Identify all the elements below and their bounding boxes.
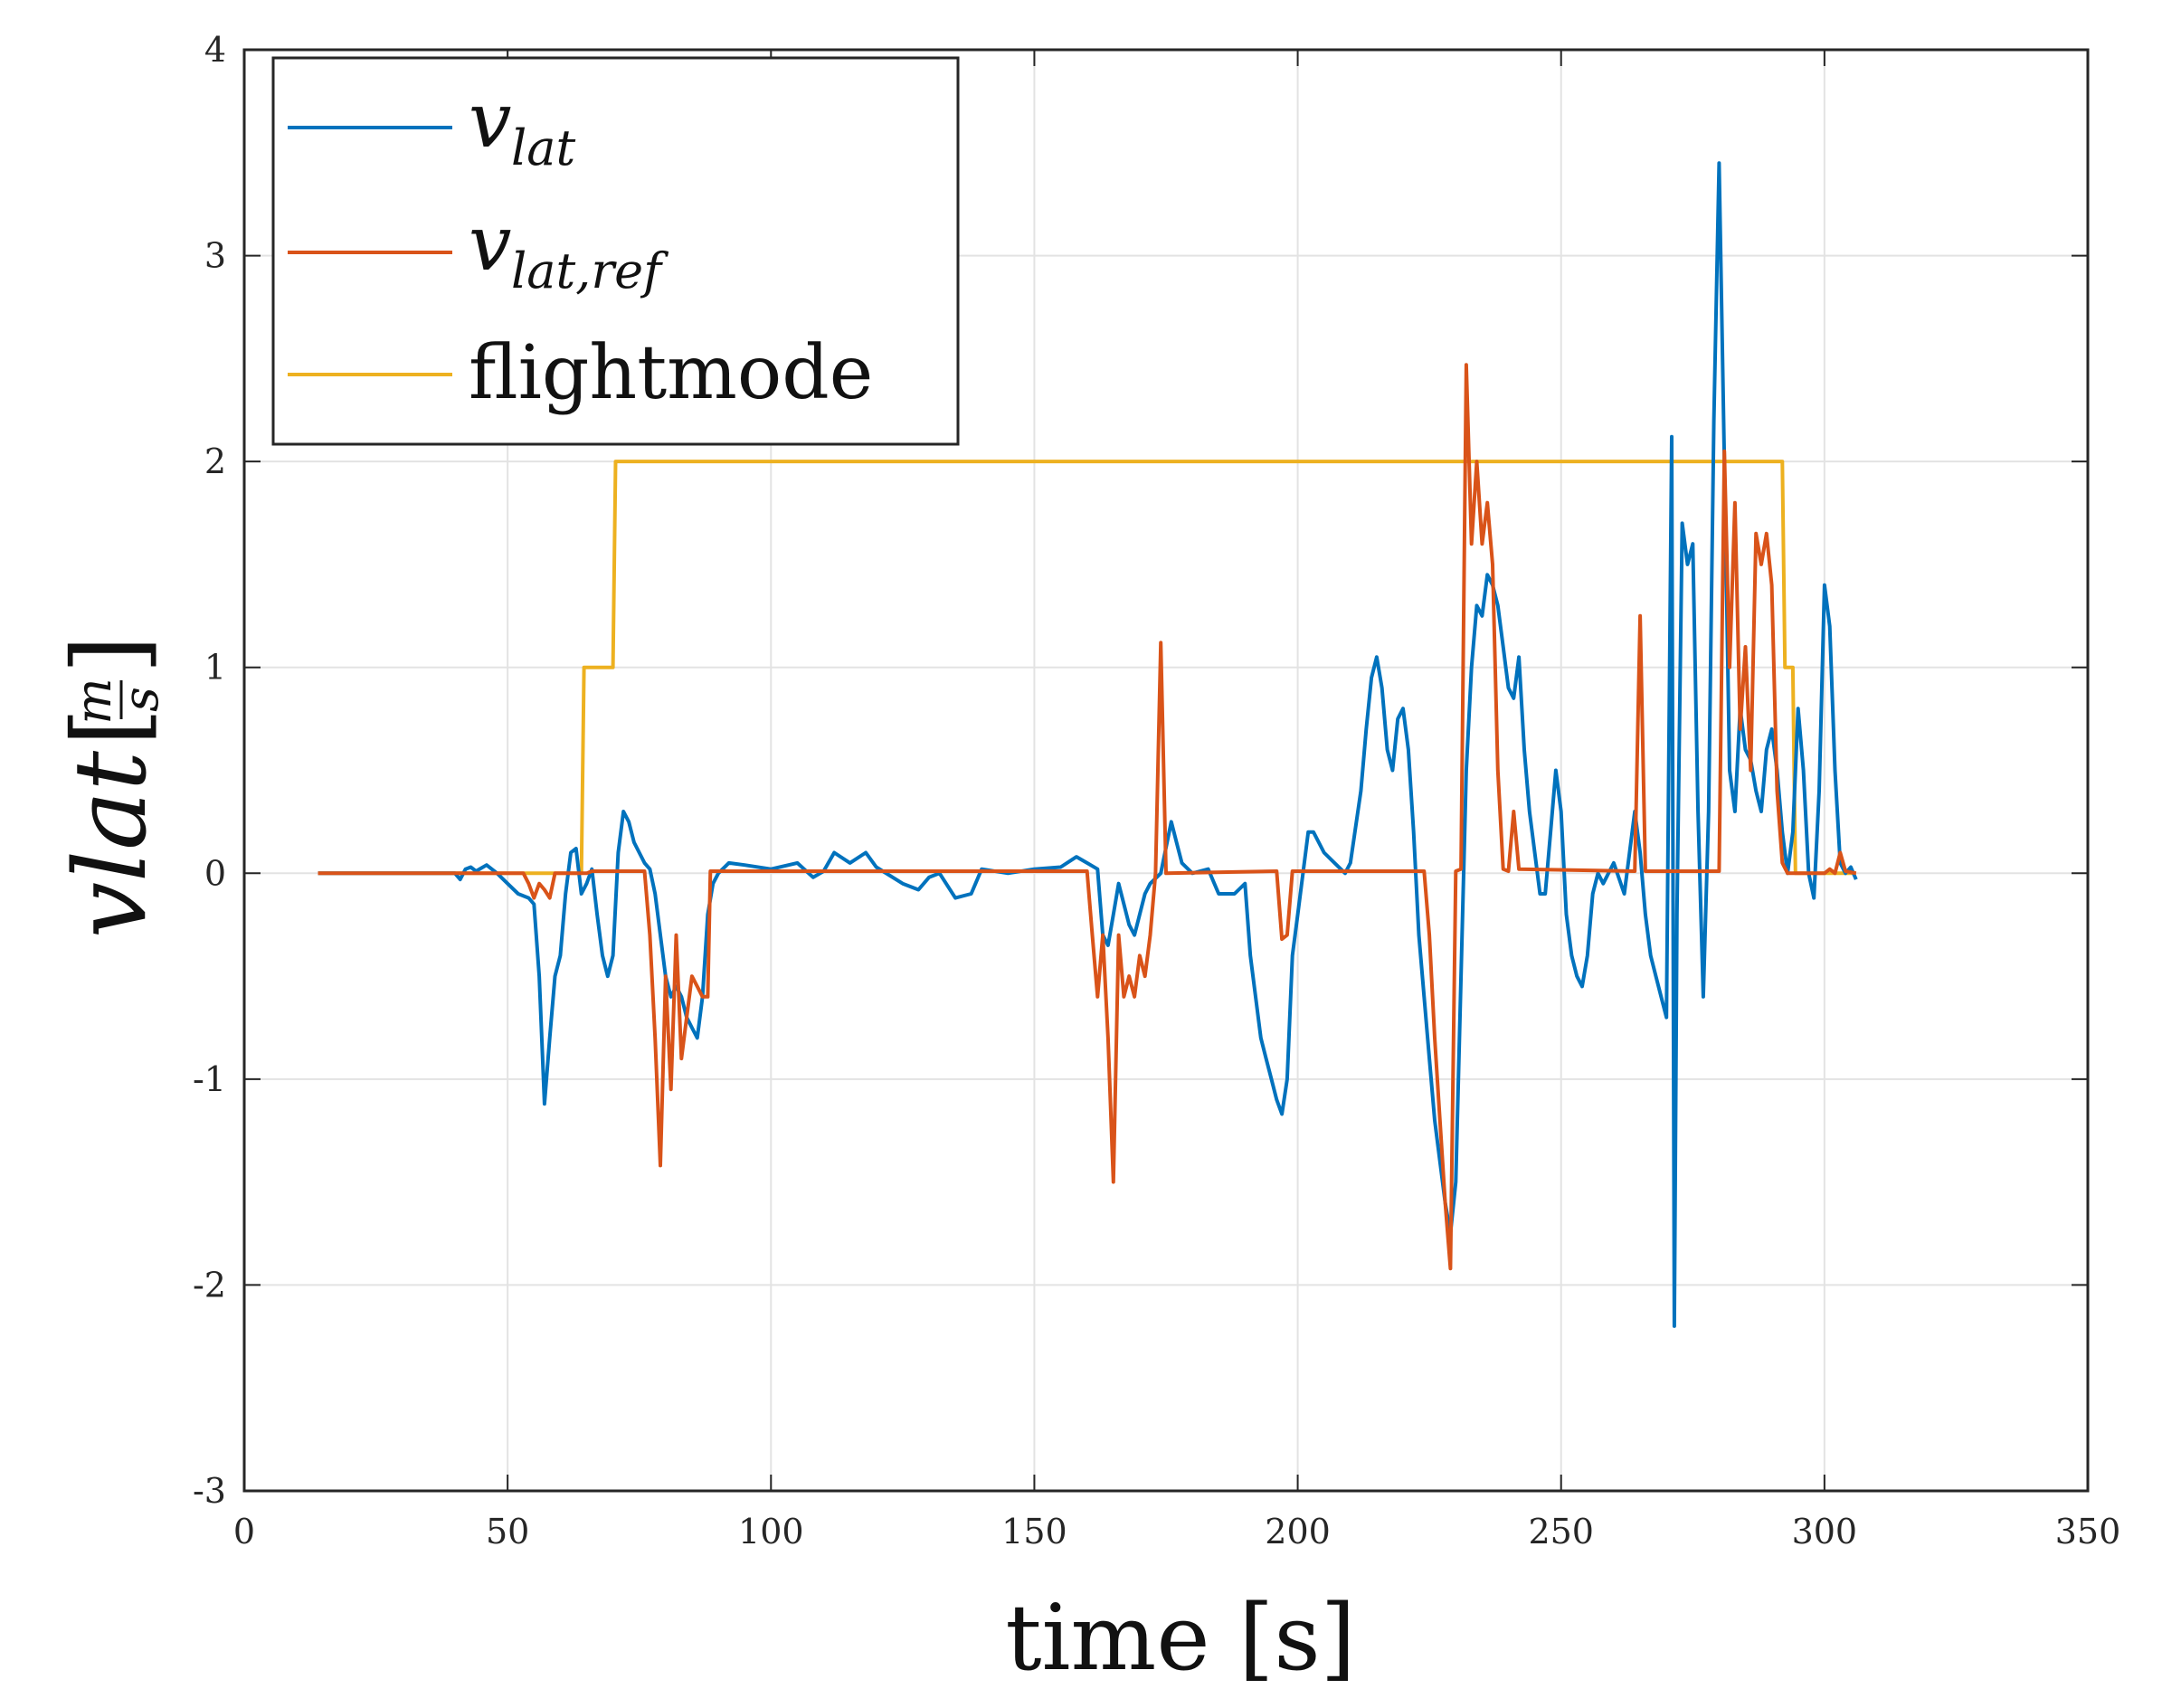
y-tick-labels: -3 -2 -1 0 1 2 3 4 [193, 30, 226, 1511]
x-tick-label: 250 [1528, 1512, 1594, 1551]
series-line-vlat-ref [318, 363, 1857, 1271]
y-tick-label: 3 [204, 236, 226, 276]
series-line-vlat [318, 161, 1858, 1328]
x-tick-label: 300 [1792, 1512, 1858, 1551]
y-tick-label: 2 [204, 441, 226, 481]
x-tick-label: 50 [486, 1512, 529, 1551]
legend: v lat v lat,ref flightmode [271, 56, 960, 446]
x-tick-label: 350 [2055, 1512, 2121, 1551]
y-axis-label: vlat [ m s ] [51, 635, 169, 938]
legend-label-vlat: v [469, 76, 511, 165]
y-tick-label: 4 [204, 30, 226, 70]
y-axis-label-main: vlat [52, 750, 168, 938]
x-tick-labels: 0 50 100 150 200 250 300 350 [233, 1512, 2120, 1551]
legend-label-vlat-subscript: lat [511, 119, 575, 176]
y-axis-unit-den: s [112, 687, 169, 712]
x-axis-label: time [s] [1005, 1585, 1355, 1691]
series-layer [318, 161, 1858, 1328]
y-axis-unit-num: m [65, 678, 122, 724]
y-tick-label: -2 [193, 1265, 226, 1305]
legend-label-flightmode: flightmode [469, 330, 873, 416]
legend-label-vlat-ref: v [469, 199, 511, 288]
legend-label-vlat-ref-subscript: lat,ref [511, 242, 669, 299]
plot-frame [242, 48, 2090, 1493]
x-tick-label: 150 [1001, 1512, 1067, 1551]
y-tick-label: 0 [204, 853, 226, 893]
x-tick-label: 200 [1265, 1512, 1331, 1551]
y-tick-label: -3 [193, 1471, 226, 1511]
x-tick-label: 0 [233, 1512, 255, 1551]
y-tick-label: 1 [204, 648, 226, 688]
x-tick-label: 100 [738, 1512, 804, 1551]
y-axis-label-bracket-close: ] [51, 635, 166, 674]
y-axis-label-bracket-open: [ [51, 707, 166, 746]
y-tick-label: -1 [193, 1059, 226, 1099]
